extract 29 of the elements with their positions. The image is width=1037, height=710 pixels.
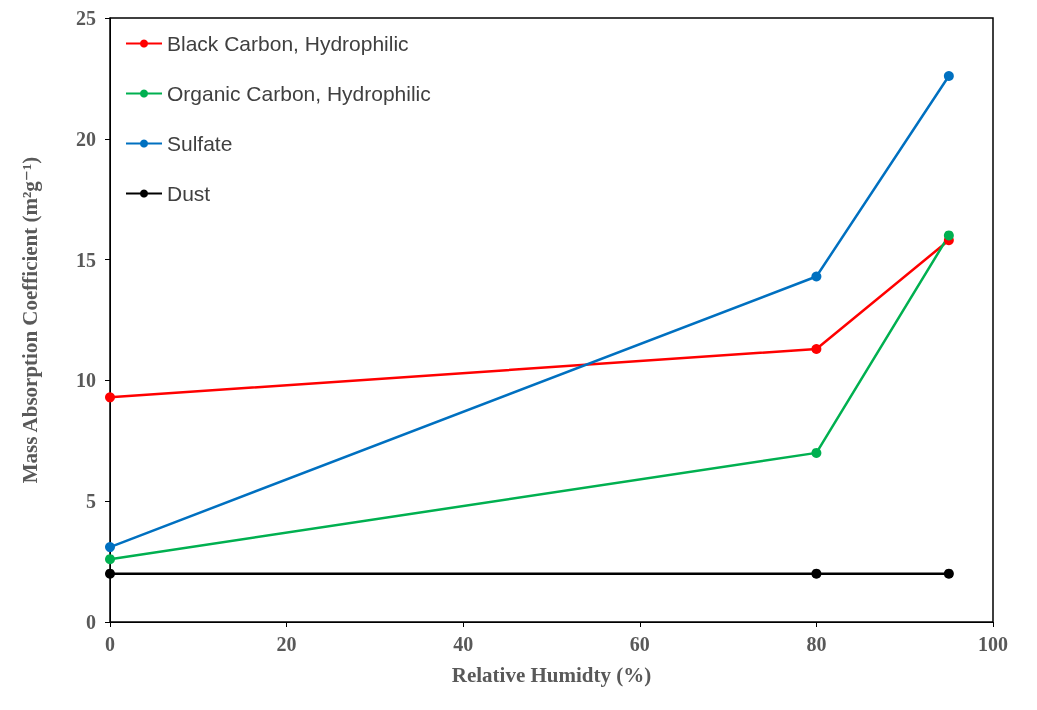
x-tick-label: 80	[806, 633, 827, 655]
point	[105, 542, 115, 553]
y-tick-label: 0	[86, 611, 96, 633]
x-tick-label: 100	[978, 633, 1008, 655]
point	[105, 568, 115, 579]
point	[811, 568, 822, 579]
y-tick-label: 25	[76, 7, 96, 29]
point	[811, 343, 822, 354]
y-tick-label: 15	[76, 248, 96, 271]
legend-label: Organic Carbon, Hydrophilic	[167, 82, 431, 105]
x-axis-title: Relative Humidty (%)	[451, 662, 652, 687]
point	[811, 271, 822, 282]
legend-label: Dust	[167, 182, 211, 205]
y-tick-label: 10	[76, 369, 96, 392]
x-tick-label: 60	[629, 633, 650, 655]
point	[811, 447, 822, 458]
y-tick-label: 20	[76, 127, 96, 150]
point	[943, 70, 954, 81]
y-tick-label: 5	[86, 490, 96, 513]
x-tick-label: 20	[276, 633, 297, 655]
point	[943, 230, 954, 241]
x-tick-label: 40	[453, 633, 474, 655]
legend-label: Black Carbon, Hydrophilic	[167, 32, 409, 55]
point	[105, 554, 115, 565]
legend-label: Sulfate	[167, 132, 233, 155]
point	[943, 568, 954, 579]
x-tick-label: 0	[105, 633, 115, 655]
y-axis-title: Mass Absorption Coefficient (m²g⁻¹)	[17, 156, 42, 484]
point	[105, 392, 115, 403]
